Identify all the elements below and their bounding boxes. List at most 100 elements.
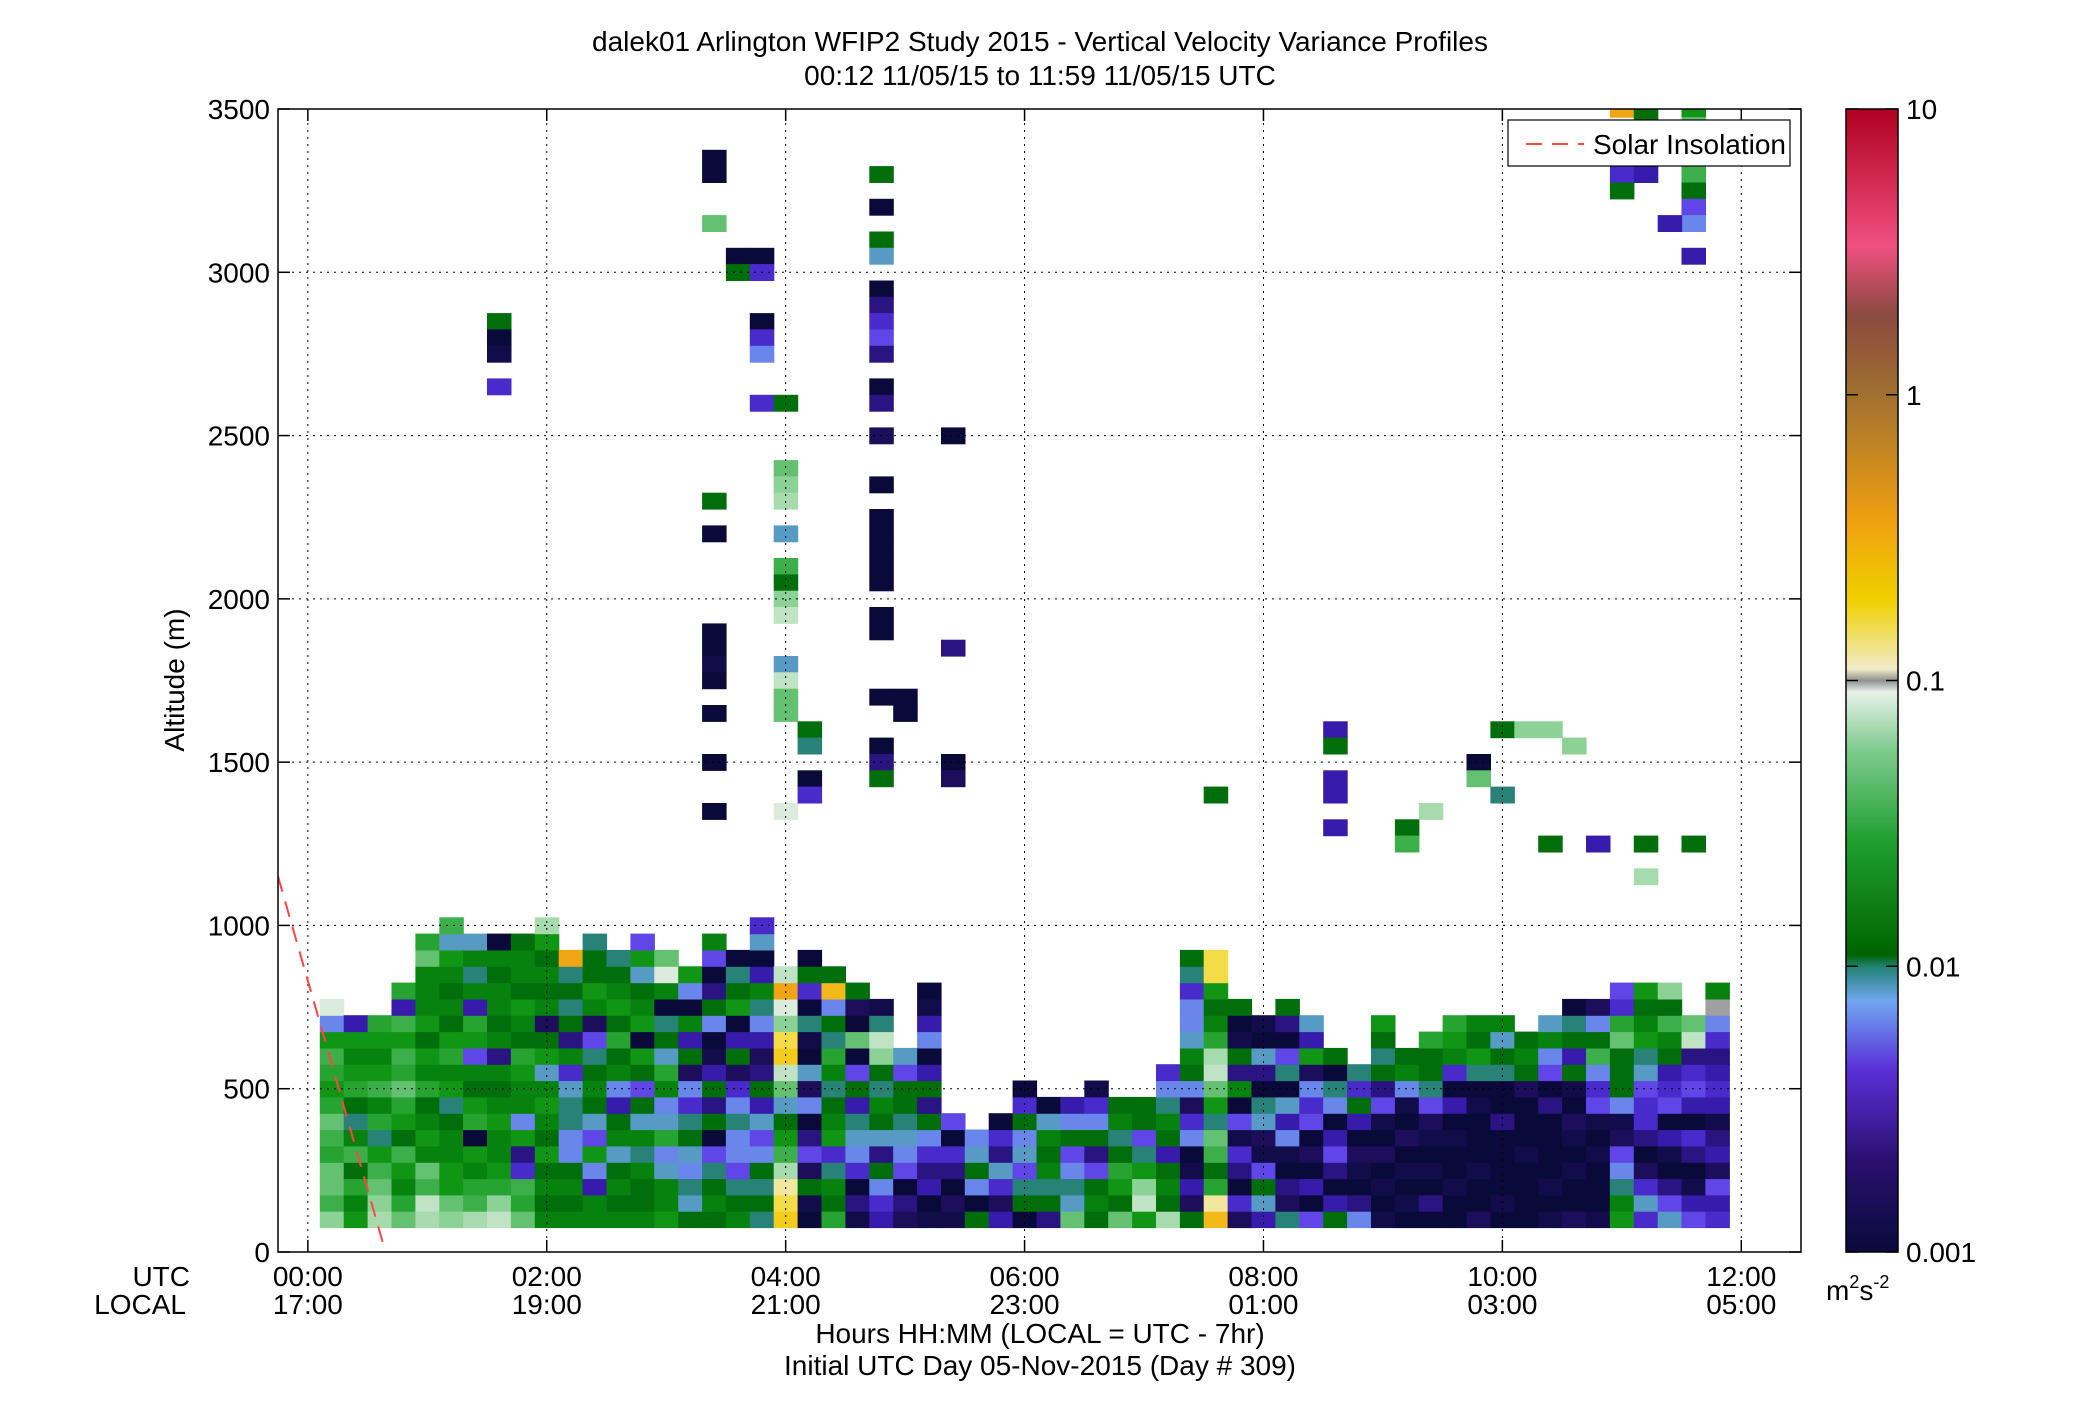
heatmap-cell bbox=[1633, 1096, 1659, 1114]
heatmap-cell bbox=[1609, 1096, 1635, 1114]
heatmap-cell bbox=[1036, 1178, 1061, 1196]
heatmap-cell bbox=[367, 1162, 393, 1180]
heatmap-cell bbox=[1657, 1162, 1683, 1180]
colorbar-unit: m2s-2 bbox=[1826, 1272, 1889, 1306]
heatmap-cell bbox=[1705, 1129, 1730, 1147]
heatmap-cell bbox=[439, 1031, 464, 1049]
heatmap-cell bbox=[367, 1080, 393, 1098]
heatmap-cell bbox=[630, 998, 655, 1016]
heatmap-cell bbox=[1490, 1047, 1515, 1065]
heatmap-cell bbox=[343, 1129, 369, 1147]
heatmap-cell bbox=[1538, 1096, 1563, 1114]
heatmap-cell bbox=[1681, 1047, 1706, 1065]
heatmap-cell bbox=[510, 1162, 536, 1180]
heatmap-cell bbox=[1705, 1080, 1730, 1098]
heatmap-cell bbox=[1657, 1178, 1683, 1196]
heatmap-cell bbox=[319, 1080, 345, 1098]
heatmap-cell bbox=[510, 949, 536, 967]
heatmap-cell bbox=[1514, 1145, 1539, 1163]
heatmap-cell bbox=[1586, 1031, 1611, 1049]
heatmap-cell bbox=[1227, 1145, 1253, 1163]
heatmap-cell bbox=[893, 705, 918, 722]
heatmap-cell bbox=[941, 427, 966, 445]
heatmap-cell bbox=[773, 1194, 799, 1212]
heatmap-cell bbox=[1203, 1145, 1229, 1163]
heatmap-cell bbox=[1203, 949, 1229, 967]
heatmap-cell bbox=[773, 1162, 799, 1180]
heatmap-cell bbox=[1012, 1194, 1038, 1212]
heatmap-cell bbox=[1442, 1015, 1468, 1033]
heatmap-cell bbox=[1275, 1194, 1300, 1212]
heatmap-cell bbox=[1179, 1031, 1205, 1049]
heatmap-cell bbox=[893, 1096, 918, 1114]
heatmap-cell bbox=[1466, 770, 1491, 788]
heatmap-cell bbox=[1394, 1162, 1420, 1180]
heatmap-cell bbox=[1036, 1145, 1061, 1163]
heatmap-cell bbox=[1179, 966, 1205, 984]
heatmap-cell bbox=[869, 509, 894, 526]
heatmap-cell bbox=[773, 525, 799, 543]
heatmap-cell bbox=[1538, 835, 1563, 853]
heatmap-cell bbox=[964, 1129, 990, 1147]
heatmap-cell bbox=[869, 770, 894, 788]
heatmap-cell bbox=[1060, 1113, 1085, 1131]
heatmap-cell bbox=[487, 1145, 512, 1163]
heatmap-cell bbox=[558, 982, 584, 1000]
heatmap-cell bbox=[725, 1064, 751, 1082]
heatmap-cell bbox=[917, 1194, 942, 1212]
heatmap-cell bbox=[654, 1047, 679, 1065]
heatmap-cell bbox=[1657, 1113, 1683, 1131]
heatmap-cell bbox=[558, 1096, 584, 1114]
heatmap-cell bbox=[463, 1178, 488, 1196]
heatmap-cell bbox=[1108, 1113, 1133, 1131]
heatmap-cell bbox=[606, 1080, 631, 1098]
heatmap-cell bbox=[749, 949, 775, 967]
heatmap-cell bbox=[582, 1211, 608, 1229]
heatmap-cell bbox=[797, 966, 823, 984]
colorbar-unit-base: m bbox=[1826, 1275, 1849, 1306]
heatmap-cell bbox=[917, 1015, 942, 1033]
heatmap-cell bbox=[1442, 1064, 1468, 1082]
heatmap-cell bbox=[463, 1211, 488, 1229]
heatmap-cell bbox=[797, 998, 823, 1016]
heatmap-cell bbox=[749, 1047, 775, 1065]
heatmap-cell bbox=[749, 1194, 775, 1212]
heatmap-cell bbox=[1538, 1145, 1563, 1163]
heatmap-cell bbox=[1323, 1047, 1348, 1065]
heatmap-cell bbox=[725, 247, 751, 265]
heatmap-cell bbox=[654, 1096, 679, 1114]
legend: Solar Insolation bbox=[1507, 119, 1791, 167]
heatmap-cell bbox=[1633, 982, 1659, 1000]
heatmap-cell bbox=[1514, 1211, 1539, 1229]
heatmap-cell bbox=[534, 966, 560, 984]
heatmap-cell bbox=[1609, 1162, 1635, 1180]
heatmap-cell bbox=[391, 1162, 416, 1180]
heatmap-cell bbox=[1394, 1129, 1420, 1147]
heatmap-cell bbox=[367, 1178, 393, 1196]
heatmap-cell bbox=[1323, 786, 1348, 804]
heatmap-cell bbox=[367, 1129, 393, 1147]
heatmap-cell bbox=[1562, 1031, 1587, 1049]
heatmap-cell bbox=[1012, 1178, 1038, 1196]
heatmap-cell bbox=[869, 280, 894, 298]
heatmap-cell bbox=[582, 1129, 608, 1147]
heatmap-cell bbox=[654, 1129, 679, 1147]
heatmap-cell bbox=[1299, 1113, 1324, 1131]
heatmap-cell bbox=[1275, 1113, 1300, 1131]
heatmap-cell bbox=[534, 949, 560, 967]
heatmap-cell bbox=[654, 1162, 679, 1180]
heatmap-cell bbox=[1084, 1096, 1109, 1114]
x-tick-label-utc: 00:00 bbox=[273, 1261, 343, 1292]
heatmap-cell bbox=[1275, 1162, 1300, 1180]
heatmap-cell bbox=[797, 1031, 823, 1049]
heatmap-cell bbox=[1156, 1129, 1181, 1147]
heatmap-cell bbox=[1609, 1064, 1635, 1082]
heatmap-cell bbox=[1657, 1015, 1683, 1033]
heatmap-cell bbox=[1036, 1194, 1061, 1212]
y-tick-label: 1000 bbox=[208, 910, 270, 941]
heatmap-cell bbox=[1036, 1113, 1061, 1131]
heatmap-cell bbox=[558, 1145, 584, 1163]
heatmap-cell bbox=[725, 1129, 751, 1147]
heatmap-cell bbox=[773, 672, 799, 690]
heatmap-cell bbox=[630, 966, 655, 984]
